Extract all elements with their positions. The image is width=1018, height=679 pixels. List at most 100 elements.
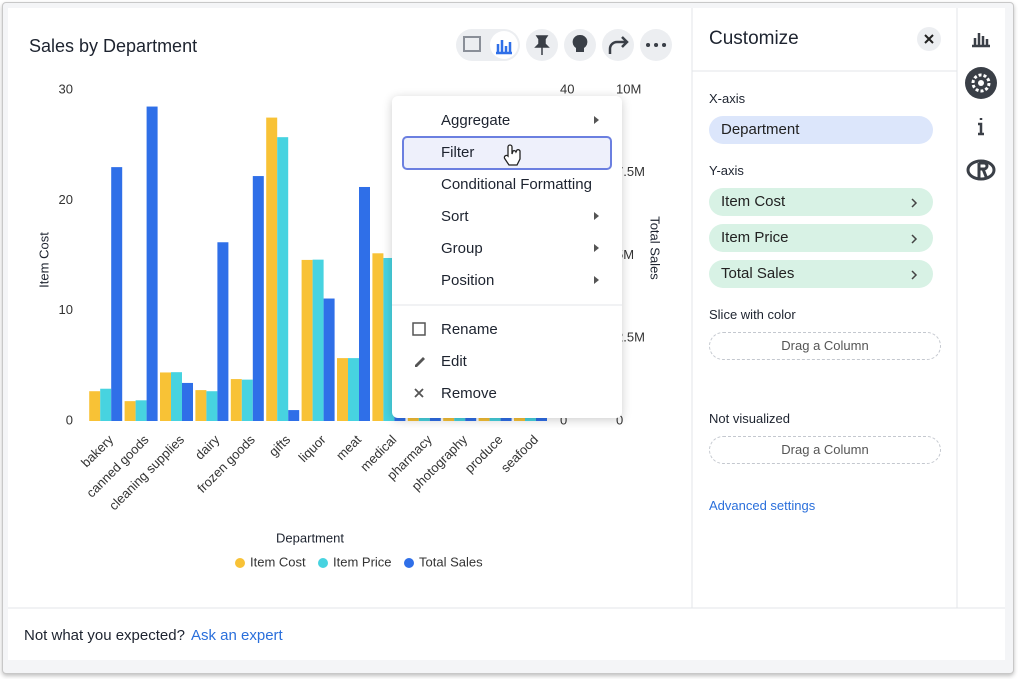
panel-title: Customize xyxy=(709,28,799,49)
chevron xyxy=(911,198,918,280)
rename-icon xyxy=(412,322,426,336)
menu-highlight xyxy=(402,136,612,170)
gear-center xyxy=(978,80,984,86)
legend-swatch xyxy=(404,558,414,568)
legend-label: Total Sales xyxy=(419,554,483,569)
table-icon[interactable] xyxy=(463,36,481,52)
close-icon[interactable] xyxy=(924,34,934,44)
bar xyxy=(135,400,147,421)
bar xyxy=(217,242,229,421)
y-axis-title: Item Cost xyxy=(36,232,51,288)
bar xyxy=(146,106,158,422)
y-tick-label: 30 xyxy=(59,81,73,96)
bar xyxy=(323,298,335,421)
menu-item[interactable]: Edit xyxy=(441,353,467,370)
section-label: Slice with color xyxy=(709,307,796,322)
legend-swatch xyxy=(318,558,328,568)
bar xyxy=(359,186,370,421)
side-icons xyxy=(965,33,997,181)
drop-zone[interactable]: Drag a Column xyxy=(709,332,941,360)
menu-icons xyxy=(392,116,622,398)
bar xyxy=(337,358,348,421)
menu-item[interactable]: Position xyxy=(441,272,495,289)
y-axis-pill[interactable]: Total Sales xyxy=(709,260,933,288)
chart-settings-icon[interactable] xyxy=(972,33,990,48)
y-tick-label: 0 xyxy=(560,412,567,427)
menu-item[interactable]: Remove xyxy=(441,385,497,402)
r-icon[interactable] xyxy=(966,159,996,181)
bar xyxy=(312,259,324,421)
bar xyxy=(383,257,395,421)
remove-icon xyxy=(414,388,424,398)
y-tick-label: 0 xyxy=(616,412,623,427)
section-label: X-axis xyxy=(709,91,746,106)
x-axis-pill[interactable]: Department xyxy=(709,116,933,144)
bar xyxy=(182,382,193,421)
bar xyxy=(195,390,207,421)
menu-item[interactable]: Conditional Formatting xyxy=(441,176,592,193)
advanced-link[interactable]: Advanced settings xyxy=(709,498,816,513)
y-tick-label: 7.5M xyxy=(616,164,645,179)
share-button[interactable] xyxy=(602,29,634,61)
bar xyxy=(230,379,242,421)
footer-text: Not what you expected? xyxy=(24,627,185,644)
bar xyxy=(100,388,112,421)
bar xyxy=(288,410,300,421)
toolbar xyxy=(456,29,672,61)
bar xyxy=(372,253,384,421)
drop-zone[interactable]: Drag a Column xyxy=(709,436,941,464)
x-tick-label: liquor xyxy=(296,431,330,465)
info-icon[interactable] xyxy=(978,118,984,136)
bar xyxy=(124,401,136,421)
legend-swatch xyxy=(235,558,245,568)
bar xyxy=(206,391,218,421)
bar xyxy=(171,372,182,421)
y-tick-label: 0 xyxy=(66,412,73,427)
chart-icon[interactable] xyxy=(496,40,512,55)
cursor xyxy=(503,144,521,166)
x-tick-label: gifts xyxy=(266,432,294,460)
bar xyxy=(301,259,313,421)
bulb-icon xyxy=(572,34,588,52)
r-letter xyxy=(977,161,989,180)
close-button[interactable] xyxy=(916,26,942,52)
x-tick-label: dairy xyxy=(192,432,223,463)
menu-item[interactable]: Rename xyxy=(441,321,498,338)
chart-icon-bg[interactable] xyxy=(490,31,518,59)
menu-item[interactable]: Sort xyxy=(441,208,469,225)
bar xyxy=(277,137,289,422)
menu-item[interactable]: Group xyxy=(441,240,483,257)
footer-link[interactable]: Ask an expert xyxy=(191,627,283,644)
chart-title: Sales by Department xyxy=(29,36,197,56)
gear-icon xyxy=(971,73,991,93)
legend-label: Item Cost xyxy=(250,554,306,569)
bar xyxy=(160,372,171,421)
x-axis-title: Department xyxy=(276,530,344,545)
menu-item[interactable]: Filter xyxy=(441,144,475,161)
pin-icon xyxy=(534,35,550,55)
bar xyxy=(111,167,123,421)
bar xyxy=(89,391,101,421)
legend-label: Item Price xyxy=(333,554,392,569)
section-label: Not visualized xyxy=(709,411,790,426)
y-axis-pill[interactable]: Item Cost xyxy=(709,188,933,216)
share-icon xyxy=(608,36,629,54)
y-tick-label: 2.5M xyxy=(616,330,645,345)
y-tick-label: 10M xyxy=(616,81,641,96)
x-tick-label: produce xyxy=(462,432,506,476)
bar xyxy=(348,358,359,421)
y-tick-label: 10 xyxy=(59,302,73,317)
y-tick-label: 40 xyxy=(560,81,574,96)
submenu-arrow xyxy=(594,116,599,284)
section-label: Y-axis xyxy=(709,163,744,178)
pill-chevrons xyxy=(911,198,918,280)
y-axis-pill[interactable]: Item Price xyxy=(709,224,933,252)
context-menu: Aggregate Filter Conditional Formatting … xyxy=(392,96,622,418)
x-tick-label: seafood xyxy=(498,432,541,475)
y3-axis-title: Total Sales xyxy=(648,216,663,280)
x-tick-label: meat xyxy=(333,432,364,463)
bar xyxy=(241,379,253,421)
edit-icon xyxy=(415,357,425,367)
menu-item[interactable]: Aggregate xyxy=(441,112,511,129)
